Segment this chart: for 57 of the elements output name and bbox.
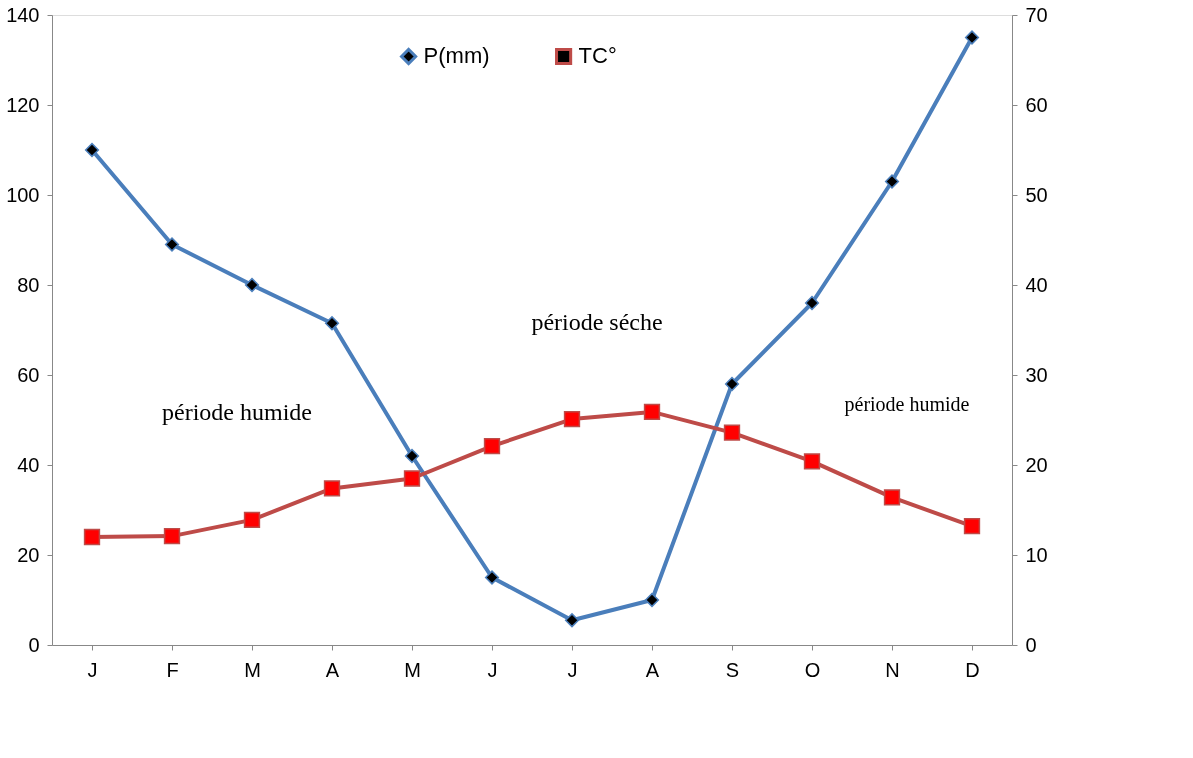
point	[83, 528, 101, 546]
x-tick-label: N	[885, 658, 900, 681]
y2-tick-label: 50	[1025, 183, 1048, 206]
point	[723, 424, 741, 441]
x-tick-label: A	[645, 658, 660, 681]
y-tick-label: 60	[17, 363, 40, 386]
y2-tick-label: 10	[1025, 543, 1048, 566]
point	[244, 277, 260, 293]
x-tick-label: A	[325, 658, 340, 681]
y2-tick-label: 30	[1025, 363, 1048, 386]
y-tick-label: 140	[6, 3, 40, 26]
y-tick-label: 80	[17, 273, 40, 296]
annotation: période humide	[162, 399, 312, 425]
point	[884, 174, 900, 189]
point	[643, 403, 661, 421]
x-tick-label: J	[567, 658, 578, 681]
y-tick-label: 20	[17, 543, 40, 566]
point	[563, 410, 581, 428]
point	[644, 592, 660, 608]
point	[243, 511, 261, 529]
y2-tick-label: 0	[1025, 633, 1037, 656]
x-tick-label: M	[404, 658, 421, 681]
x-tick-label: F	[166, 658, 179, 681]
point	[163, 527, 181, 545]
y2-tick-label: 40	[1025, 273, 1048, 296]
point	[964, 30, 980, 45]
point	[963, 518, 981, 535]
point	[84, 142, 100, 158]
y2-tick-label: 70	[1025, 3, 1048, 26]
point	[883, 489, 901, 506]
x-tick-label: J	[487, 658, 498, 681]
annotation: période séche	[531, 309, 663, 335]
annotation: période humide	[844, 393, 970, 416]
x-tick-label: J	[87, 658, 98, 681]
y-tick-label: 100	[6, 183, 40, 206]
point	[323, 480, 341, 497]
legend-label: P(mm)	[423, 43, 490, 69]
point	[803, 453, 821, 470]
x-tick-label: M	[244, 658, 261, 681]
y-tick-label: 120	[6, 93, 40, 116]
x-tick-label: S	[725, 658, 740, 681]
point	[564, 613, 580, 628]
x-tick-label: D	[965, 658, 980, 681]
legend-label: TC°	[578, 43, 617, 69]
y-tick-label: 0	[28, 633, 40, 656]
point	[483, 437, 501, 455]
y2-tick-label: 20	[1025, 453, 1048, 476]
x-tick-label: O	[804, 658, 821, 681]
y-tick-label: 40	[17, 453, 40, 476]
point	[324, 316, 340, 331]
point	[404, 448, 420, 464]
point	[724, 376, 740, 392]
point	[484, 570, 500, 585]
point	[164, 237, 180, 252]
y2-tick-label: 60	[1025, 93, 1048, 116]
point	[804, 295, 820, 311]
point	[403, 470, 421, 487]
